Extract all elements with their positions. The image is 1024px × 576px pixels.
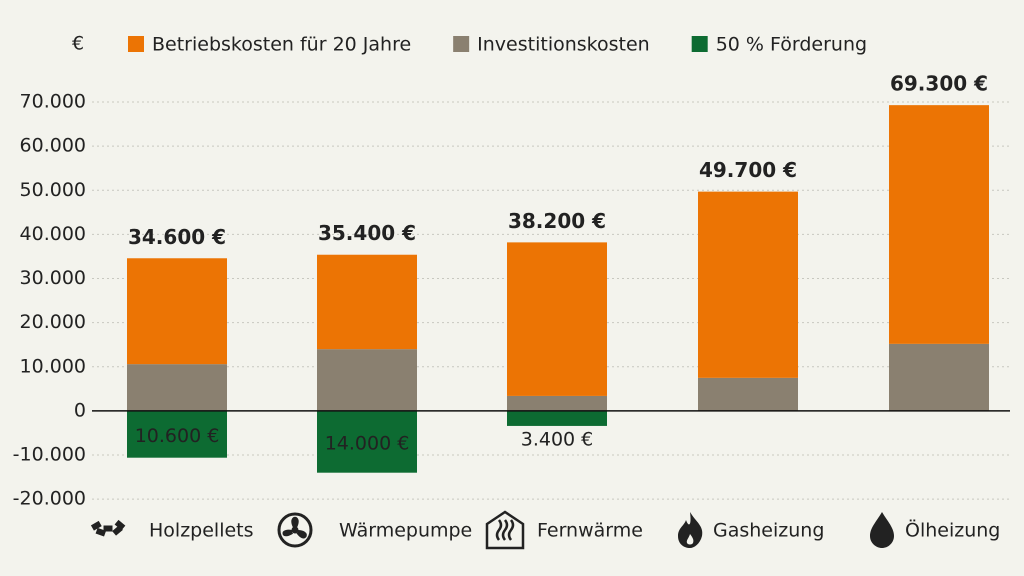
x-tick-label: Holzpellets: [149, 520, 254, 542]
total-label: 38.200 €: [508, 209, 606, 233]
total-label: 34.600 €: [128, 225, 226, 249]
bar-segment: [317, 410, 417, 473]
legend-swatch: [128, 36, 144, 52]
value-label: 14.000 €: [325, 432, 410, 454]
y-tick-label: -10.000: [13, 444, 86, 466]
bar-segment: [317, 349, 417, 411]
value-label: 10.600 €: [135, 425, 220, 447]
legend-swatch: [691, 36, 708, 52]
x-tick-label: Fernwärme: [537, 520, 643, 542]
legend-label: Investitionskosten: [477, 34, 650, 56]
icon-heatpump: [277, 512, 313, 548]
x-tick-label: Wärmepumpe: [339, 520, 472, 542]
bar-segment: [127, 410, 227, 458]
legend-label: Betriebskosten für 20 Jahre: [152, 34, 411, 56]
y-tick-label: 10.000: [20, 355, 86, 377]
bar-segment: [698, 191, 798, 378]
bar-segment: [507, 242, 607, 396]
y-tick-label: 60.000: [20, 135, 86, 157]
unit-label: €: [72, 33, 84, 55]
x-tick-label: Gasheizung: [713, 520, 824, 542]
y-tick-label: 20.000: [20, 311, 86, 333]
icon-district: [485, 510, 525, 550]
bar-segment: [507, 410, 607, 426]
total-label: 49.700 €: [699, 158, 797, 182]
y-tick-label: 0: [74, 399, 86, 421]
bar-segment: [127, 364, 227, 411]
icon-pellets: [90, 519, 126, 537]
bar-segment: [317, 254, 417, 350]
category-icons: [90, 510, 894, 550]
y-tick-label: -20.000: [13, 488, 86, 510]
bar-segment: [889, 343, 989, 411]
legend-swatch: [453, 36, 470, 52]
y-tick-label: 30.000: [20, 267, 86, 289]
y-tick-label: 50.000: [20, 179, 86, 201]
total-label: 35.400 €: [318, 221, 416, 245]
value-label: 3.400 €: [521, 428, 594, 450]
icon-oil: [870, 512, 894, 548]
bar-segment: [698, 377, 798, 411]
bar-segment: [127, 258, 227, 365]
legend-label: 50 % Förderung: [716, 34, 867, 56]
total-label: 69.300 €: [890, 72, 988, 96]
y-tick-label: 70.000: [20, 91, 86, 113]
y-tick-label: 40.000: [20, 223, 86, 245]
bar-segment: [889, 105, 989, 344]
x-tick-label: Ölheizung: [905, 519, 1000, 542]
bar-segment: [507, 395, 607, 411]
icon-gas: [678, 512, 703, 548]
